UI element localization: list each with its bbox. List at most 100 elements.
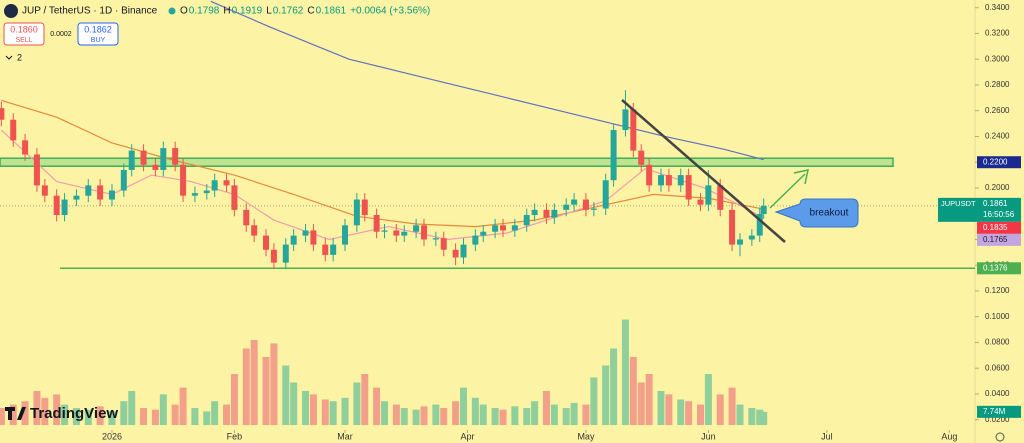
candle-body: [223, 180, 230, 186]
volume-bar: [373, 387, 381, 425]
candle-body: [638, 150, 645, 165]
candle-body: [211, 180, 218, 191]
volume-bar: [420, 406, 428, 425]
volume-bar: [392, 404, 400, 425]
volume-bar: [230, 374, 238, 425]
volume-bar: [41, 397, 49, 425]
candle-body: [602, 180, 609, 209]
candle-body: [342, 225, 349, 245]
volume-bar: [33, 391, 41, 425]
settings-icon[interactable]: [995, 432, 1005, 442]
volume-bar: [550, 404, 558, 425]
ohlc-key: O: [180, 6, 188, 17]
volume-bar: [400, 408, 408, 425]
level-tag: [977, 262, 1021, 275]
candle-body: [480, 231, 487, 236]
candle-body: [563, 204, 570, 210]
level-tag-label: 0.1376: [983, 263, 1008, 272]
volume-bar: [432, 404, 440, 425]
candle-body: [500, 225, 507, 231]
volume-bar: [341, 397, 349, 425]
trend-line: [621, 99, 786, 243]
volume-bar: [242, 348, 250, 425]
candle-body: [290, 235, 297, 245]
candle-body: [421, 225, 428, 240]
buy-button[interactable]: [77, 22, 119, 46]
volume-bar: [665, 394, 673, 425]
candle-body: [85, 185, 92, 196]
x-tick-label: Jul: [821, 431, 833, 441]
candle-body: [243, 209, 250, 226]
volume-bar: [471, 397, 479, 425]
ma-tag-label: 0.1835: [983, 223, 1008, 232]
y-tick-label: 0.3200: [985, 29, 1010, 38]
candle-body: [251, 225, 258, 236]
candle-body: [140, 150, 147, 165]
y-tick-label: 0.0600: [985, 363, 1010, 372]
symbol-tag: JUPUSDT: [941, 199, 976, 208]
candle-body: [582, 199, 589, 210]
ohlc-value: 0.1919: [232, 6, 263, 17]
volume-bar: [61, 404, 69, 425]
volume-tag: [977, 405, 1021, 418]
level-tag: [977, 156, 1021, 169]
candle-body: [571, 199, 578, 205]
volume-bar: [531, 401, 539, 425]
ma-tag: [977, 221, 1021, 234]
candle-body: [53, 195, 60, 215]
volume-bar: [696, 404, 704, 425]
candle-body: [729, 209, 736, 245]
ma-tag: [977, 233, 1021, 246]
ma-line: [0, 129, 764, 241]
sell-button[interactable]: [3, 22, 45, 46]
indicators-toggle[interactable]: [5, 55, 13, 60]
candle-body: [231, 185, 238, 210]
volume-bar: [262, 357, 270, 425]
candle-body: [756, 213, 763, 236]
candle-body: [330, 244, 337, 255]
candle-body: [160, 148, 167, 170]
volume-bar: [760, 411, 768, 425]
candle-body: [543, 209, 550, 218]
candle-body: [646, 164, 653, 186]
volume-bar: [479, 404, 487, 425]
candle-body: [322, 244, 329, 255]
volume-bar: [211, 401, 219, 425]
level-tag-label: 0.2200: [983, 157, 1008, 166]
candle-body: [381, 230, 388, 232]
ohlc: O 0.1798 H 0.1919 L 0.1762 C 0.1861 +0.0064 (+3.…: [180, 6, 430, 17]
last-price-label: 0.1861: [983, 199, 1008, 208]
candle-body: [263, 235, 270, 250]
x-tick-label: Aug: [941, 431, 957, 441]
candle-body: [0, 108, 5, 120]
ohlc-value: 0.1762: [273, 6, 304, 17]
logo-icon: [5, 407, 26, 420]
candle-body: [472, 235, 479, 245]
volume-bar: [460, 387, 468, 425]
candle-body: [120, 169, 127, 191]
candle-body: [677, 175, 684, 186]
candle-body: [172, 148, 179, 165]
candle-body: [282, 244, 289, 263]
ohlc-key: C: [307, 6, 314, 17]
ohlc-value: 0.1861: [316, 6, 347, 17]
ma-line: [210, 0, 764, 161]
volume-layer: [0, 319, 768, 425]
volume-bar: [282, 365, 290, 425]
volume-bar: [582, 404, 590, 425]
x-tick-label: Feb: [227, 431, 243, 441]
y-tick-label: 0.2800: [985, 80, 1010, 89]
candle-body: [630, 109, 637, 151]
candle-body: [523, 215, 530, 226]
candle-body: [33, 154, 40, 186]
x-tick-label: Mar: [337, 431, 353, 441]
y-tick-label: 0.1200: [985, 286, 1010, 295]
candle-body: [152, 164, 159, 170]
candle-body: [511, 225, 518, 231]
price-layer: [0, 0, 975, 270]
volume-bar: [728, 387, 736, 425]
candle-body: [440, 238, 447, 250]
breakout-arrow: [769, 173, 806, 209]
